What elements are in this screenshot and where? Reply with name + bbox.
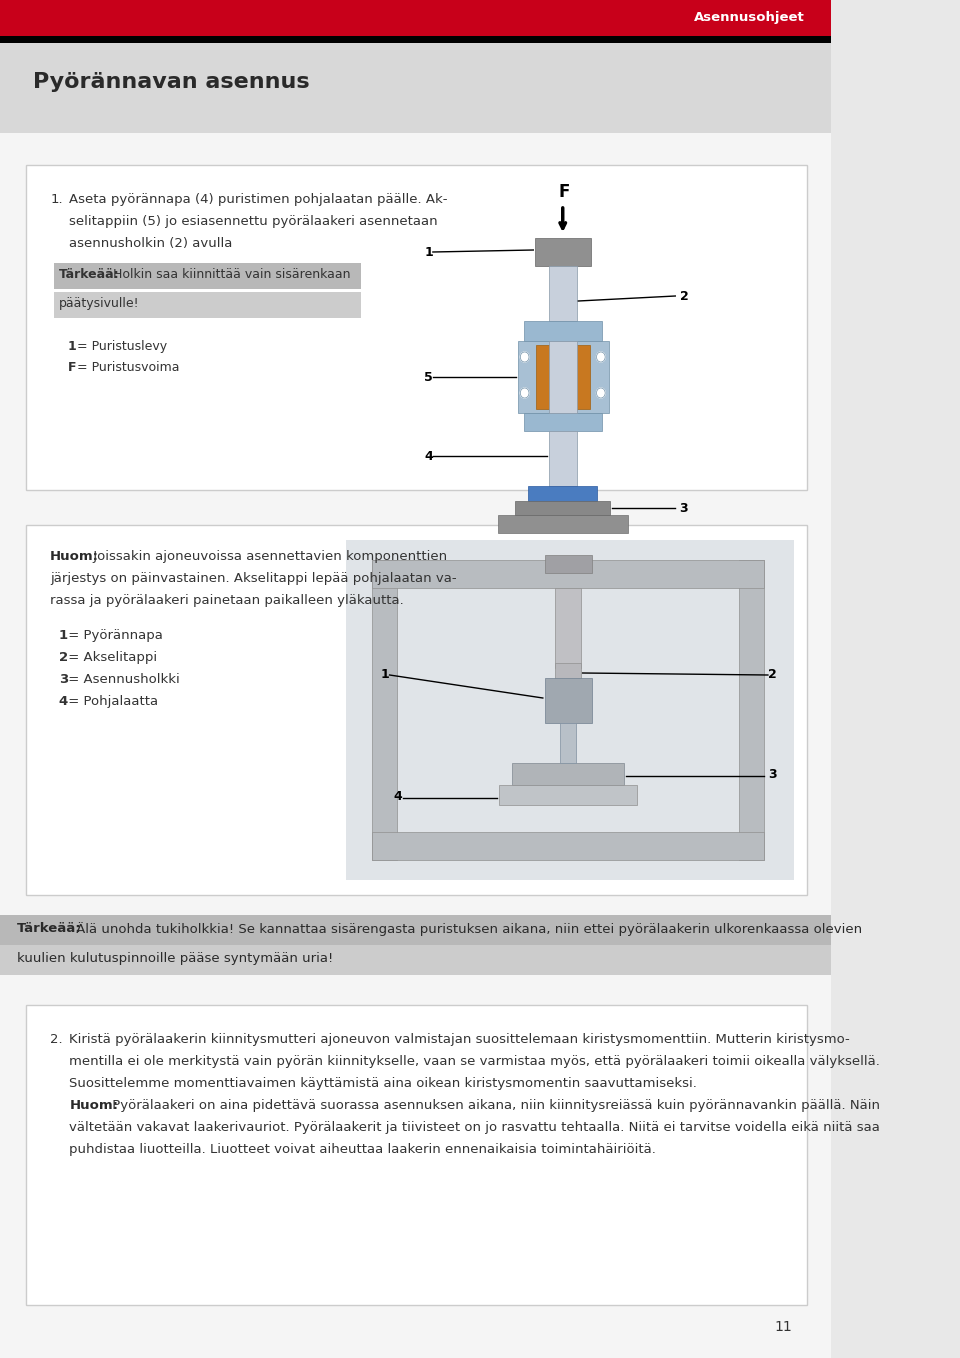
Bar (512, 763, 624, 785)
Text: F: F (559, 183, 570, 201)
Text: päätysivulle!: päätysivulle! (59, 297, 139, 310)
Bar (555, 588, 581, 668)
Bar (0, 0, 831, 37)
Bar (54, 263, 361, 289)
Bar (528, 486, 597, 501)
Text: rassa ja pyörälaakeri painetaan paikalleen yläkautta.: rassa ja pyörälaakeri painetaan paikalle… (50, 593, 404, 607)
Text: 4: 4 (424, 449, 433, 463)
Bar (554, 369, 571, 386)
Text: = Puristusvoima: = Puristusvoima (73, 361, 180, 373)
Text: Tärkeää:: Tärkeää: (17, 922, 82, 936)
Text: asennusholkin (2) avulla: asennusholkin (2) avulla (69, 238, 232, 250)
Bar (372, 559, 763, 588)
Text: Holkin saa kiinnittää vain sisärenkaan: Holkin saa kiinnittää vain sisärenkaan (109, 268, 350, 281)
Text: Asennusohjeet: Asennusohjeet (694, 11, 805, 24)
Bar (739, 559, 763, 860)
Text: 3: 3 (768, 769, 777, 781)
Text: 3: 3 (59, 674, 68, 686)
Text: Aseta pyörännapa (4) puristimen pohjalaatan päälle. Ak-: Aseta pyörännapa (4) puristimen pohjalaa… (69, 193, 447, 206)
Text: = Pyörännapa: = Pyörännapa (64, 629, 163, 642)
Text: järjestys on päinvastainen. Akselitappi lepää pohjalaatan va-: järjestys on päinvastainen. Akselitappi … (50, 572, 457, 585)
Text: 3: 3 (680, 502, 688, 515)
Text: Pyörännavan asennus: Pyörännavan asennus (33, 72, 309, 92)
Text: 2: 2 (768, 668, 777, 680)
Text: Huom:: Huom: (69, 1099, 118, 1112)
Bar (555, 663, 581, 689)
Text: 1: 1 (59, 629, 68, 642)
Bar (498, 785, 637, 805)
Circle shape (520, 388, 529, 398)
Bar (26, 1005, 807, 1305)
Bar (347, 540, 794, 880)
Text: F: F (67, 361, 76, 373)
Text: = Akselitappi: = Akselitappi (64, 650, 157, 664)
Bar (54, 292, 361, 318)
Text: 1: 1 (381, 668, 390, 680)
Text: selitappiin (5) jo esiasennettu pyörälaakeri asennetaan: selitappiin (5) jo esiasennettu pyörälaa… (69, 215, 438, 228)
Text: Älä unohda tukiholkkia! Se kannattaa sisärengasta puristuksen aikana, niin ettei: Älä unohda tukiholkkia! Se kannattaa sis… (72, 922, 862, 936)
Text: 4: 4 (59, 695, 68, 708)
Text: = Puristuslevy: = Puristuslevy (73, 340, 167, 353)
Bar (544, 678, 592, 722)
Bar (549, 266, 577, 320)
Bar (498, 515, 628, 532)
Text: 1: 1 (67, 340, 76, 353)
Text: puhdistaa liuotteilla. Liuotteet voivat aiheuttaa laakerin ennenaikaisia toimint: puhdistaa liuotteilla. Liuotteet voivat … (69, 1143, 656, 1156)
Text: 4: 4 (394, 790, 402, 803)
Text: mentilla ei ole merkitystä vain pyörän kiinnitykselle, vaan se varmistaa myös, e: mentilla ei ole merkitystä vain pyörän k… (69, 1055, 880, 1067)
Bar (0, 43, 831, 133)
Text: 1.: 1. (50, 193, 62, 206)
Text: 2.: 2. (50, 1033, 62, 1046)
Bar (372, 832, 763, 860)
Text: kuulien kulutuspinnoille pääse syntymään uria!: kuulien kulutuspinnoille pääse syntymään… (17, 952, 333, 966)
Text: = Asennusholkki: = Asennusholkki (64, 674, 180, 686)
Circle shape (596, 388, 605, 398)
Text: = Pohjalaatta: = Pohjalaatta (64, 695, 158, 708)
Bar (26, 526, 807, 895)
Circle shape (520, 352, 529, 363)
Text: 2: 2 (59, 650, 68, 664)
Bar (549, 430, 577, 486)
Bar (560, 722, 576, 763)
Text: 11: 11 (775, 1320, 792, 1334)
Text: Pyörälaakeri on aina pidettävä suorassa asennuksen aikana, niin kiinnitysreiässä: Pyörälaakeri on aina pidettävä suorassa … (108, 1099, 880, 1112)
Text: Kiristä pyörälaakerin kiinnitysmutteri ajoneuvon valmistajan suosittelemaan kiri: Kiristä pyörälaakerin kiinnitysmutteri a… (69, 1033, 850, 1046)
Text: vältetään vakavat laakerivauriot. Pyörälaakerit ja tiivisteet on jo rasvattu teh: vältetään vakavat laakerivauriot. Pyöräl… (69, 1120, 880, 1134)
Circle shape (596, 352, 605, 363)
Text: Joissakin ajoneuvoissa asennettavien komponenttien: Joissakin ajoneuvoissa asennettavien kom… (89, 550, 447, 564)
Bar (0, 37, 831, 43)
Text: 1: 1 (424, 246, 433, 259)
Bar (372, 559, 396, 860)
Bar (524, 320, 602, 341)
Bar (0, 915, 831, 945)
Text: Suosittelemme momenttiavaimen käyttämistä aina oikean kiristysmomentin saavuttam: Suosittelemme momenttiavaimen käyttämist… (69, 1077, 697, 1090)
Bar (0, 945, 831, 975)
Bar (549, 341, 577, 413)
Text: 5: 5 (424, 371, 433, 384)
Text: 2: 2 (680, 291, 688, 303)
Bar (544, 555, 592, 573)
Text: Huom:: Huom: (50, 550, 99, 564)
Bar (524, 413, 602, 430)
Bar (517, 341, 609, 413)
Bar (516, 501, 611, 515)
Text: Tärkeää:: Tärkeää: (59, 268, 119, 281)
Bar (26, 166, 807, 490)
Bar (535, 238, 591, 266)
Bar (536, 345, 589, 409)
